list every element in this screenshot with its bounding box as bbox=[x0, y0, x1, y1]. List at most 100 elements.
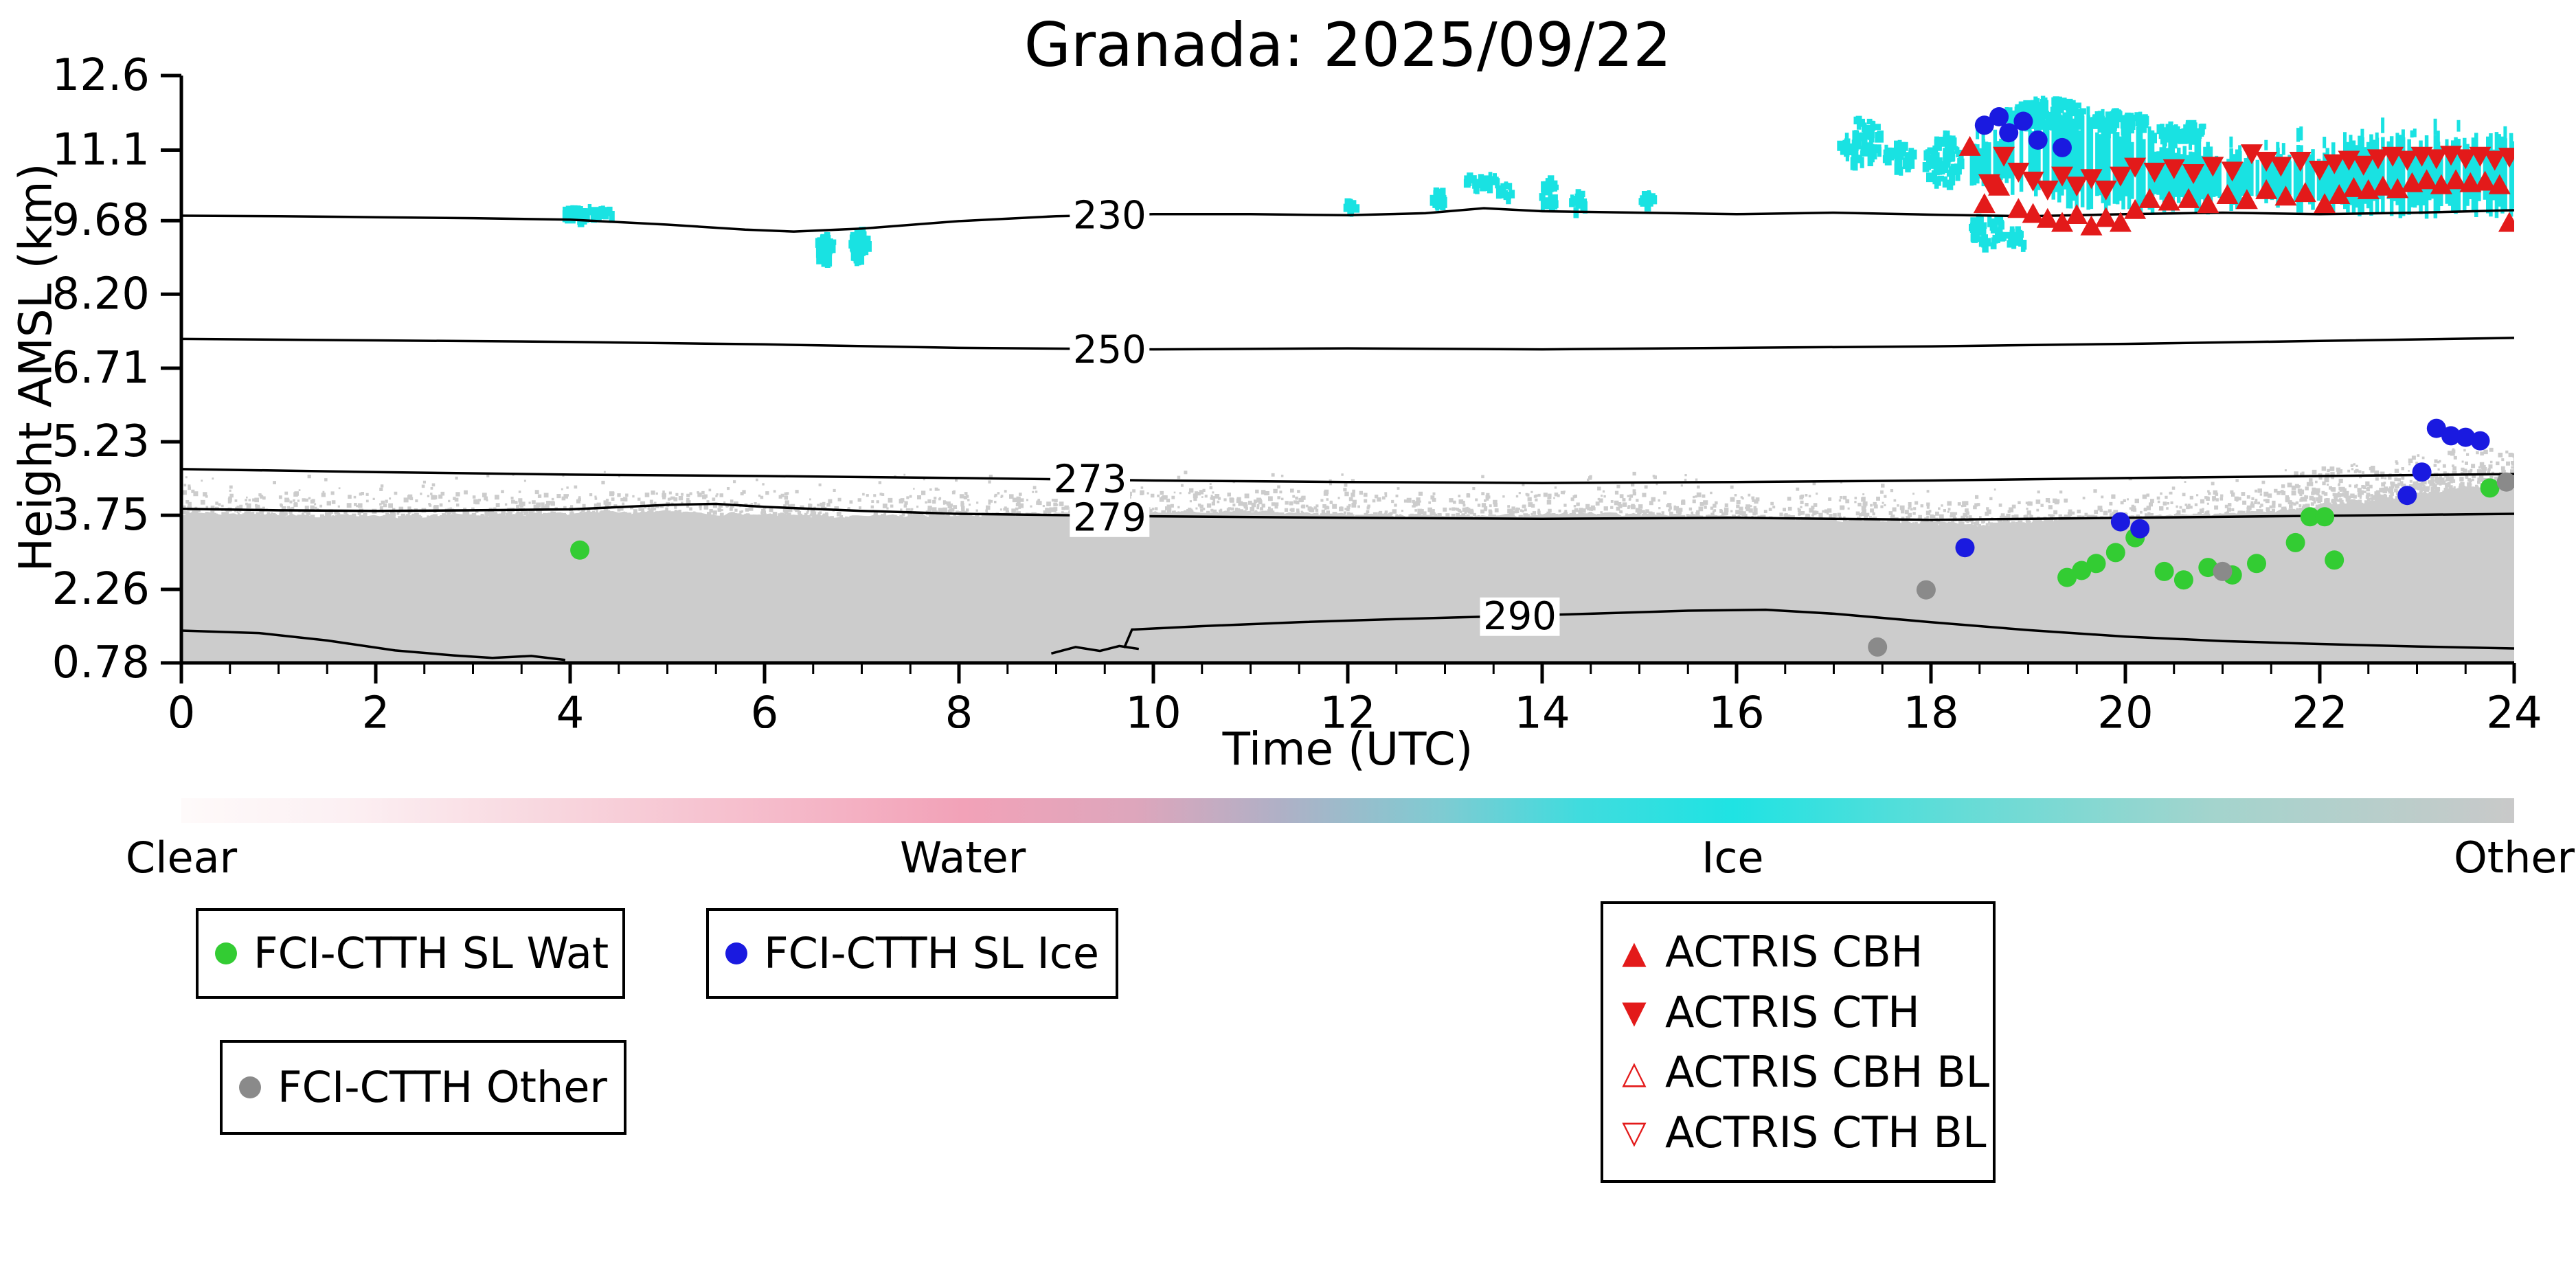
y-tick-label: 9.68 bbox=[52, 195, 150, 246]
legend-item-label: FCI-CTTH Other bbox=[278, 1062, 607, 1113]
y-tick-label: 5.23 bbox=[52, 416, 150, 467]
data-point bbox=[2309, 160, 2331, 181]
data-point bbox=[2051, 166, 2074, 187]
series-actris-cbh bbox=[1958, 135, 2514, 236]
data-point bbox=[1916, 580, 1936, 600]
data-point bbox=[2274, 185, 2297, 206]
legend-item-label: FCI-CTTH SL Ice bbox=[764, 928, 1100, 979]
chart-title: Granada: 2025/09/22 bbox=[1024, 10, 1672, 80]
data-point bbox=[1978, 174, 2000, 194]
y-tick-label: 12.6 bbox=[52, 50, 150, 101]
data-point bbox=[2270, 157, 2292, 177]
contour-label-bg bbox=[1070, 498, 1150, 537]
data-point bbox=[2036, 207, 2059, 228]
data-point bbox=[2483, 150, 2506, 171]
data-point bbox=[2105, 543, 2125, 563]
legend-item: FCI-CTTH SL Wat bbox=[215, 927, 609, 980]
x-tick-label: 20 bbox=[2097, 688, 2153, 728]
y-tick-label: 8.20 bbox=[52, 269, 150, 319]
x-axis-title: Time (UTC) bbox=[1222, 723, 1473, 776]
data-point bbox=[1988, 175, 2011, 196]
data-point bbox=[2342, 177, 2365, 197]
contour-label-bg bbox=[1070, 196, 1150, 235]
data-point bbox=[2396, 150, 2419, 171]
data-point bbox=[2426, 418, 2446, 438]
legend-circle-marker bbox=[725, 942, 747, 964]
data-point bbox=[2213, 561, 2233, 581]
data-point bbox=[2080, 215, 2103, 236]
data-point bbox=[2154, 561, 2174, 581]
data-point bbox=[2459, 172, 2482, 192]
x-tick-label: 6 bbox=[751, 688, 779, 728]
x-tick-label: 12 bbox=[1320, 688, 1375, 728]
data-point bbox=[2124, 157, 2147, 178]
x-tick-label: 8 bbox=[945, 688, 973, 728]
data-point bbox=[2247, 554, 2266, 574]
series-fci-ctth-other bbox=[1868, 472, 2514, 657]
data-point bbox=[2441, 426, 2461, 446]
data-point bbox=[2294, 182, 2316, 203]
data-point bbox=[1868, 637, 1888, 657]
axes: 0 2 4 6 8 10 12 14 16 18 20 22 240.782.263.755.236.7… bbox=[52, 50, 2542, 728]
data-point bbox=[1999, 123, 2019, 143]
data-point bbox=[2325, 550, 2345, 570]
data-point bbox=[2066, 177, 2088, 197]
contour-line-250 bbox=[181, 337, 2515, 351]
data-point bbox=[2412, 462, 2432, 482]
legend-item-label: ACTRIS CTH BL bbox=[1665, 1107, 1987, 1157]
data-point bbox=[2182, 164, 2205, 185]
x-tick-label: 24 bbox=[2486, 688, 2542, 728]
legend-triangle-down-open-marker: ▽ bbox=[1622, 1114, 1647, 1151]
legend-item: ▲ ACTRIS CBH bbox=[1620, 925, 1976, 979]
data-point bbox=[1974, 115, 1994, 135]
ice-cloud-texture bbox=[562, 95, 2514, 268]
x-tick-label: 18 bbox=[1903, 688, 1958, 728]
data-point bbox=[2072, 561, 2092, 580]
data-point bbox=[2177, 188, 2200, 208]
y-tick-label: 6.71 bbox=[52, 343, 150, 394]
legend-item-label: ACTRIS CBH bbox=[1665, 927, 1923, 977]
legend-box-fci-sl-wat: FCI-CTTH SL Wat bbox=[196, 908, 625, 999]
data-point bbox=[2080, 169, 2103, 190]
legend-box-fci-sl-ice: FCI-CTTH SL Ice bbox=[706, 908, 1118, 999]
data-point bbox=[2397, 486, 2417, 506]
x-tick-label: 2 bbox=[362, 688, 390, 728]
contour-line-290 bbox=[1122, 608, 2515, 650]
legend-item-label: ACTRIS CBH BL bbox=[1665, 1047, 1990, 1097]
data-point bbox=[2022, 203, 2044, 223]
data-point bbox=[1993, 146, 2015, 167]
y-tick-label: 2.26 bbox=[52, 564, 150, 615]
data-point bbox=[1973, 193, 1996, 214]
data-point bbox=[2028, 131, 2048, 150]
data-point bbox=[2498, 212, 2514, 232]
data-point bbox=[2498, 148, 2514, 168]
contour-label-279: 279 bbox=[1073, 495, 1146, 540]
colorbar-label-ice: Ice bbox=[1702, 833, 1764, 883]
contour-label-bg bbox=[1070, 330, 1150, 370]
data-point bbox=[2445, 169, 2467, 190]
data-point bbox=[2007, 162, 2030, 183]
data-point bbox=[2109, 166, 2132, 187]
series-actris-cth bbox=[1978, 144, 2514, 201]
series-fci-ctth-sl-ice bbox=[1955, 107, 2490, 558]
data-point bbox=[2371, 175, 2394, 196]
data-point bbox=[1958, 135, 1981, 156]
data-point bbox=[2130, 519, 2150, 539]
data-point bbox=[1955, 538, 1975, 558]
x-tick-label: 10 bbox=[1125, 688, 1181, 728]
legend-item: △ ACTRIS CBH BL bbox=[1620, 1046, 1989, 1099]
data-point bbox=[2057, 567, 2077, 587]
data-point bbox=[2124, 199, 2147, 219]
data-point bbox=[2216, 184, 2239, 205]
data-point bbox=[2386, 178, 2409, 199]
data-point bbox=[2315, 507, 2335, 527]
data-point bbox=[2198, 558, 2218, 578]
legend-triangle-up-open-marker: △ bbox=[1622, 1053, 1647, 1091]
data-point bbox=[2138, 188, 2161, 208]
data-point bbox=[2255, 179, 2278, 199]
legend-triangle-up-filled-marker: ▲ bbox=[1622, 933, 1647, 971]
y-tick-label: 3.75 bbox=[52, 490, 150, 541]
data-point bbox=[2323, 154, 2346, 174]
